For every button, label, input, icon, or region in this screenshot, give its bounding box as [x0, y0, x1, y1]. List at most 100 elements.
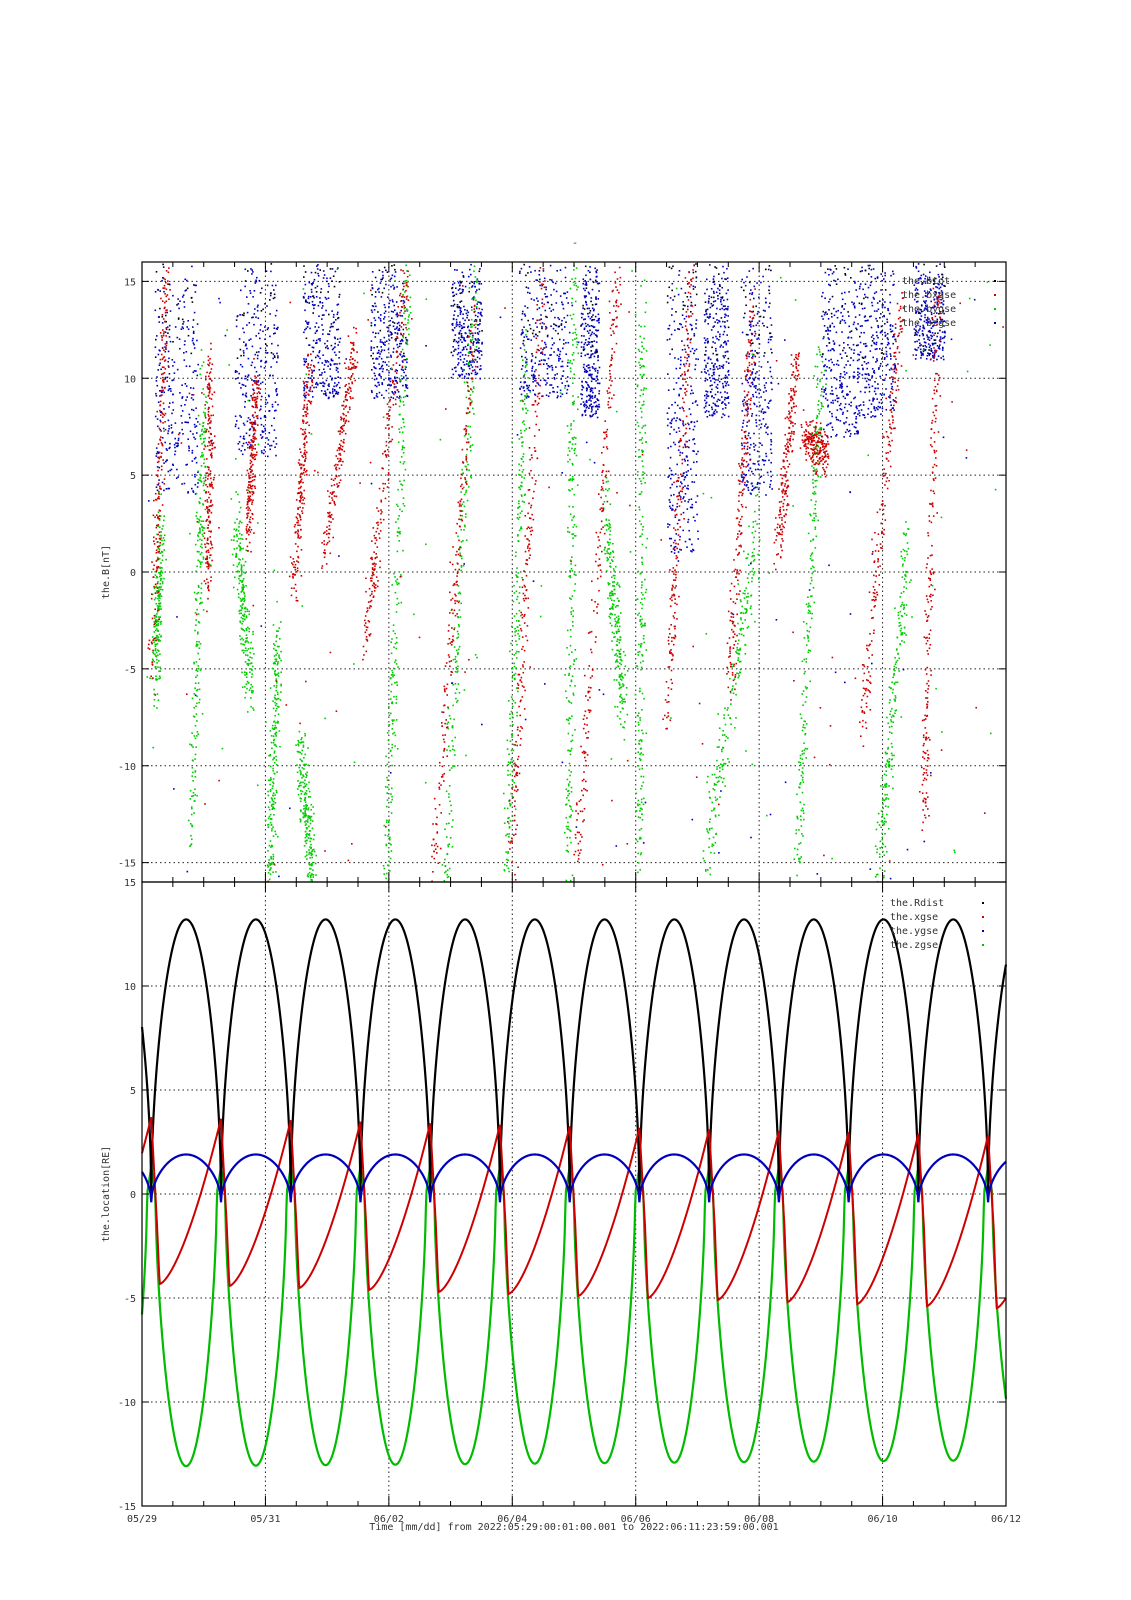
data-point: [551, 344, 554, 346]
data-point: [316, 265, 318, 267]
data-point: [453, 367, 456, 369]
data-point: [240, 354, 242, 357]
data-point: [857, 430, 859, 432]
data-point: [384, 344, 386, 346]
data-point: [727, 305, 729, 308]
data-point: [755, 414, 758, 417]
data-point: [583, 410, 586, 412]
data-point: [675, 508, 677, 511]
data-point: [530, 339, 533, 341]
data-point: [241, 622, 243, 625]
data-point: [874, 387, 877, 390]
data-point: [477, 341, 479, 343]
data-point: [194, 776, 197, 778]
data-point: [311, 827, 314, 830]
data-point: [249, 428, 252, 430]
data-point: [261, 287, 263, 290]
data-point: [163, 462, 165, 464]
data-point: [597, 359, 599, 362]
data-point: [708, 373, 710, 376]
data-point: [940, 298, 942, 301]
data-point: [762, 418, 765, 420]
data-point: [870, 276, 873, 278]
data-point: [197, 682, 200, 684]
data-point: [884, 272, 886, 274]
data-point: [857, 323, 859, 325]
data-point: [844, 273, 846, 275]
data-point: [235, 325, 238, 328]
data-point: [275, 703, 278, 705]
data-point: [459, 288, 461, 290]
data-point: [245, 395, 248, 398]
data-point: [302, 741, 305, 743]
data-point: [306, 387, 309, 389]
data-point: [305, 300, 307, 303]
data-point: [253, 433, 255, 436]
data-point: [893, 409, 895, 411]
data-point: [706, 278, 708, 281]
data-point: [250, 439, 253, 441]
data-point: [524, 381, 527, 383]
data-point: [397, 391, 400, 393]
data-point: [523, 326, 525, 328]
data-point: [452, 340, 455, 343]
data-point: [314, 862, 317, 865]
data-point: [237, 493, 239, 496]
data-point: [595, 334, 598, 337]
data-point: [388, 819, 391, 821]
data-point: [879, 393, 882, 395]
data-point: [388, 821, 390, 823]
data-point: [276, 682, 278, 684]
data-point: [538, 363, 540, 366]
data-point: [371, 305, 374, 307]
data-point: [686, 464, 689, 466]
data-point: [686, 338, 689, 341]
data-point: [158, 349, 161, 351]
data-point: [310, 837, 313, 840]
data-point: [852, 376, 855, 379]
data-point: [519, 270, 521, 273]
data-point: [524, 315, 527, 317]
data-point: [934, 342, 936, 344]
data-point: [260, 382, 262, 385]
data-point: [857, 431, 859, 433]
data-point: [751, 371, 754, 373]
data-point: [824, 312, 826, 314]
data-point: [925, 321, 928, 324]
data-point: [919, 277, 921, 279]
data-point: [196, 511, 198, 514]
data-point: [239, 520, 241, 523]
data-point: [157, 638, 159, 640]
data-point: [404, 368, 407, 370]
data-point: [273, 417, 275, 419]
data-point: [463, 339, 466, 342]
data-point: [460, 333, 463, 335]
data-point: [882, 353, 885, 355]
data-point: [871, 368, 874, 370]
data-point: [695, 276, 698, 278]
data-point: [687, 484, 689, 487]
data-point: [240, 289, 242, 292]
data-point: [470, 273, 472, 276]
data-point: [249, 662, 252, 665]
data-point: [401, 366, 404, 369]
data-point: [238, 544, 240, 547]
data-point: [247, 711, 249, 713]
data-point: [936, 335, 938, 338]
data-point: [594, 315, 597, 318]
data-point: [462, 313, 464, 315]
data-point: [581, 393, 584, 396]
data-point: [191, 339, 194, 342]
data-point: [753, 446, 755, 448]
data-point: [469, 268, 471, 271]
data-point: [338, 293, 341, 296]
data-point: [682, 407, 684, 410]
data-point: [768, 459, 770, 462]
data-point: [939, 344, 941, 346]
data-point: [845, 421, 847, 423]
data-point: [329, 375, 332, 378]
data-point: [336, 304, 339, 306]
data-point: [583, 328, 586, 331]
data-point: [160, 534, 162, 537]
data-point: [159, 544, 162, 547]
